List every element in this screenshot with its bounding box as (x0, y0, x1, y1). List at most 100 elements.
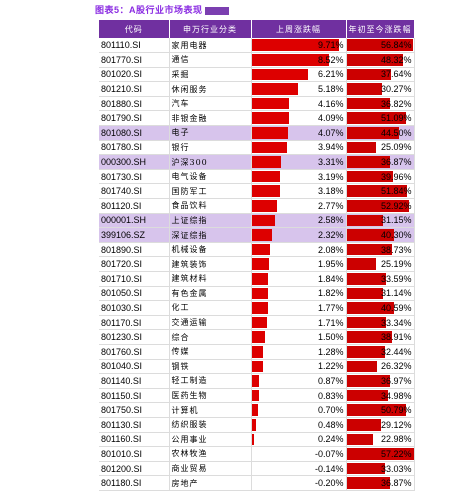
row-ytd-change: 32.44% (346, 344, 415, 360)
row-weekly-change: 1.50% (251, 329, 347, 345)
table-row: 801760.SI 传媒 1.28% 32.44% (99, 344, 415, 360)
header-code: 代码 (99, 20, 170, 38)
row-ytd-change: 36.87% (346, 154, 415, 170)
row-weekly-change: 1.22% (251, 359, 347, 375)
row-code: 801880.SI (99, 96, 170, 112)
row-weekly-change: 0.24% (251, 432, 347, 448)
ytd-change-bar (346, 229, 394, 241)
ytd-change-bar (346, 39, 413, 52)
row-ytd-change: 52.92% (346, 198, 415, 214)
row-ytd-change: 34.98% (346, 388, 415, 404)
ytd-change-bar (346, 389, 388, 402)
ytd-change-bar (346, 345, 385, 358)
ytd-change-bar (346, 243, 392, 256)
row-code: 801230.SI (99, 329, 170, 345)
ytd-change-value: 38.73% (380, 244, 412, 255)
row-weekly-change: 1.77% (251, 300, 347, 316)
table-header-row: 代码 申万行业分类 上周涨跌幅 年初至今涨跌幅 (99, 20, 415, 38)
table-row: 801720.SI 建筑装饰 1.95% 25.19% (99, 256, 415, 272)
row-ytd-change: 36.87% (346, 475, 415, 491)
weekly-change-value: 2.58% (317, 215, 344, 226)
ytd-change-bar (346, 200, 409, 212)
ytd-change-bar (346, 97, 390, 110)
row-industry: 交通运输 (169, 315, 252, 331)
row-industry: 传媒 (169, 344, 252, 360)
row-code: 801040.SI (99, 359, 170, 375)
row-weekly-change: -0.14% (251, 461, 347, 477)
ytd-change-value: 56.84% (380, 40, 412, 51)
weekly-change-bar (251, 83, 299, 95)
ytd-change-bar (346, 302, 395, 314)
row-weekly-change: 5.18% (251, 81, 347, 97)
row-code: 801790.SI (99, 110, 170, 127)
weekly-change-bar (251, 243, 271, 256)
row-weekly-change: 3.31% (251, 154, 347, 170)
weekly-change-value: 3.31% (317, 157, 344, 168)
row-industry: 深证综指 (169, 227, 252, 243)
ytd-change-bar (346, 258, 377, 270)
row-industry: 食品饮料 (169, 198, 252, 214)
ytd-change-bar (346, 462, 386, 475)
ytd-change-value: 37.64% (380, 69, 412, 80)
ytd-change-value: 39.96% (380, 171, 412, 182)
row-weekly-change: 1.82% (251, 286, 347, 302)
row-ytd-change: 38.73% (346, 242, 415, 258)
row-code: 801760.SI (99, 344, 170, 360)
weekly-change-value: 0.24% (317, 434, 344, 445)
weekly-change-bar (251, 287, 268, 300)
weekly-change-value: 1.71% (317, 317, 344, 328)
row-industry: 汽车 (169, 96, 252, 112)
row-industry: 休闲服务 (169, 81, 252, 97)
table-row: 801770.SI 通信 8.52% 48.32% (99, 52, 415, 68)
weekly-change-bar (251, 200, 277, 212)
table-body: 801110.SI 家用电器 9.71% 56.84% 801770.SI 通信 8.52%… (99, 38, 415, 491)
ytd-change-bar (346, 433, 374, 446)
ytd-change-value: 29.12% (380, 419, 412, 430)
row-industry: 非银金融 (169, 110, 252, 127)
ytd-change-bar (346, 127, 399, 139)
ytd-change-value: 36.97% (380, 375, 412, 386)
row-weekly-change: 2.77% (251, 198, 347, 214)
weekly-change-value: -0.14% (314, 463, 344, 474)
row-code: 000300.SH (99, 154, 170, 170)
table-row: 801730.SI 电气设备 3.19% 39.96% (99, 169, 415, 185)
ytd-change-bar (346, 54, 404, 66)
ytd-change-value: 51.84% (380, 186, 412, 197)
table-row: 801110.SI 家用电器 9.71% 56.84% (99, 38, 415, 54)
ytd-change-bar (346, 360, 378, 373)
weekly-change-bar (251, 360, 263, 373)
row-code: 801110.SI (99, 38, 170, 54)
weekly-change-value: 1.22% (317, 361, 344, 372)
weekly-change-bar (251, 345, 264, 358)
ytd-change-value: 36.87% (380, 478, 412, 489)
row-industry: 建筑材料 (169, 271, 252, 287)
weekly-change-value: 4.16% (317, 98, 344, 109)
ytd-change-value: 48.32% (380, 54, 412, 65)
weekly-change-bar (251, 68, 308, 81)
row-ytd-change: 48.32% (346, 52, 415, 68)
row-industry: 采掘 (169, 67, 252, 83)
weekly-change-bar (251, 185, 281, 198)
row-industry: 钢铁 (169, 359, 252, 375)
industry-performance-table: 代码 申万行业分类 上周涨跌幅 年初至今涨跌幅 801110.SI 家用电器 9.7… (99, 20, 415, 491)
weekly-change-bar (251, 112, 289, 125)
weekly-change-value: 3.94% (317, 142, 344, 153)
row-code: 801780.SI (99, 140, 170, 156)
ytd-change-bar (346, 273, 386, 285)
row-ytd-change: 44.50% (346, 125, 415, 141)
weekly-change-bar (251, 331, 266, 343)
weekly-change-value: 2.32% (317, 230, 344, 241)
row-ytd-change: 57.22% (346, 446, 415, 462)
row-industry: 电气设备 (169, 169, 252, 185)
row-weekly-change: 2.08% (251, 242, 347, 258)
row-code: 801150.SI (99, 388, 170, 404)
table-row: 000300.SH 沪深300 3.31% 36.87% (99, 154, 415, 170)
row-weekly-change: 8.52% (251, 52, 347, 68)
row-industry: 纺织服装 (169, 417, 252, 433)
weekly-change-value: 1.77% (317, 302, 344, 313)
ytd-change-bar (346, 68, 391, 81)
row-ytd-change: 33.59% (346, 271, 415, 287)
weekly-change-value: 0.83% (317, 390, 344, 401)
ytd-change-value: 31.14% (380, 288, 412, 299)
ytd-change-bar (346, 418, 381, 431)
